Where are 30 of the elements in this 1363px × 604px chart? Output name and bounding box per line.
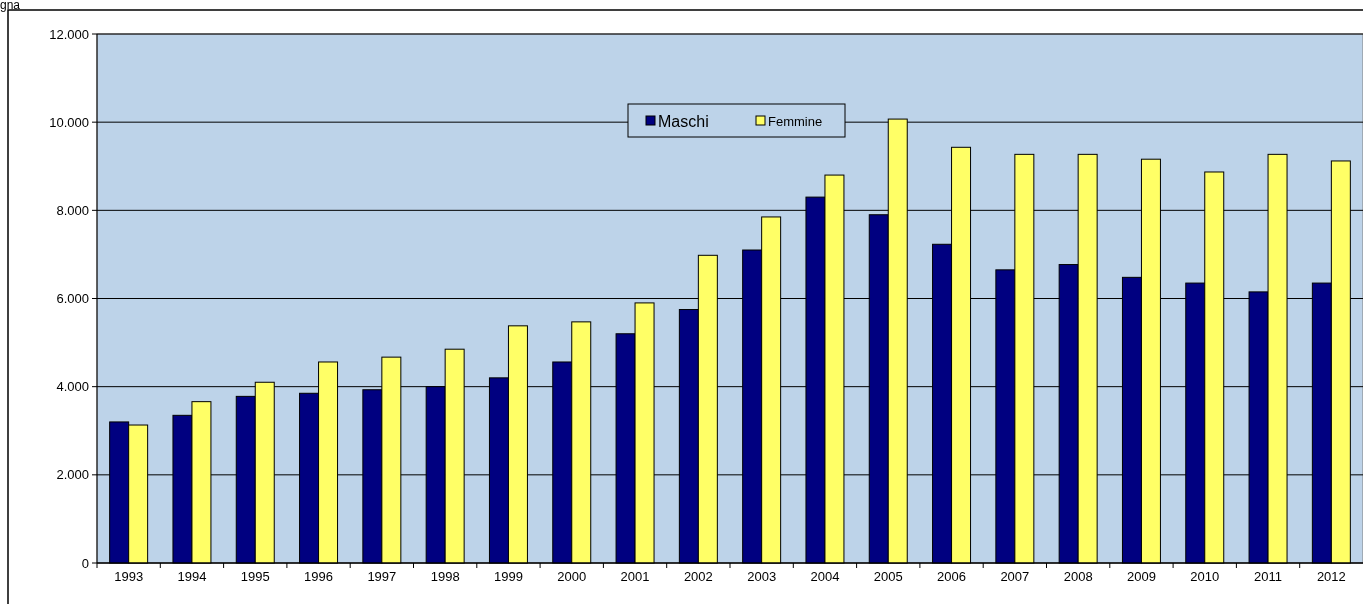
x-tick-label: 1996	[304, 569, 334, 584]
x-tick-label: 2003	[747, 569, 777, 584]
x-tick-label: 2002	[683, 569, 713, 584]
y-tick-label: 8.000	[56, 202, 89, 218]
x-tick-label: 2011	[1254, 569, 1283, 584]
y-tick-label: 2.000	[56, 467, 89, 483]
y-tick-label: 6.000	[56, 291, 89, 307]
x-tick-label: 1995	[240, 569, 270, 584]
legend-label: Femmine	[768, 113, 823, 129]
y-tick-label: 10.000	[49, 114, 89, 130]
x-tick-label: 2012	[1316, 569, 1346, 584]
x-tick-label: 1998	[430, 569, 460, 584]
x-tick-label: 1993	[114, 569, 144, 584]
x-tick-label: 2009	[1126, 569, 1156, 584]
legend-label: Maschi	[658, 112, 709, 130]
y-tick-label: 4.000	[56, 379, 89, 395]
x-tick-label: 2004	[810, 569, 840, 584]
x-tick-label: 1999	[493, 569, 523, 584]
y-tick-label: 0	[81, 555, 89, 571]
x-tick-label: 2006	[937, 569, 967, 584]
chart-title: gna	[0, 0, 21, 12]
x-tick-label: 1994	[177, 569, 207, 584]
x-tick-label: 1997	[367, 569, 397, 584]
x-tick-label: 2010	[1190, 569, 1220, 584]
x-tick-label: 2001	[620, 569, 650, 584]
x-tick-label: 2007	[1000, 569, 1030, 584]
y-tick-label: 12.000	[49, 26, 89, 42]
x-tick-label: 2000	[557, 569, 587, 584]
x-tick-label: 2008	[1063, 569, 1093, 584]
x-tick-label: 2005	[873, 569, 903, 584]
